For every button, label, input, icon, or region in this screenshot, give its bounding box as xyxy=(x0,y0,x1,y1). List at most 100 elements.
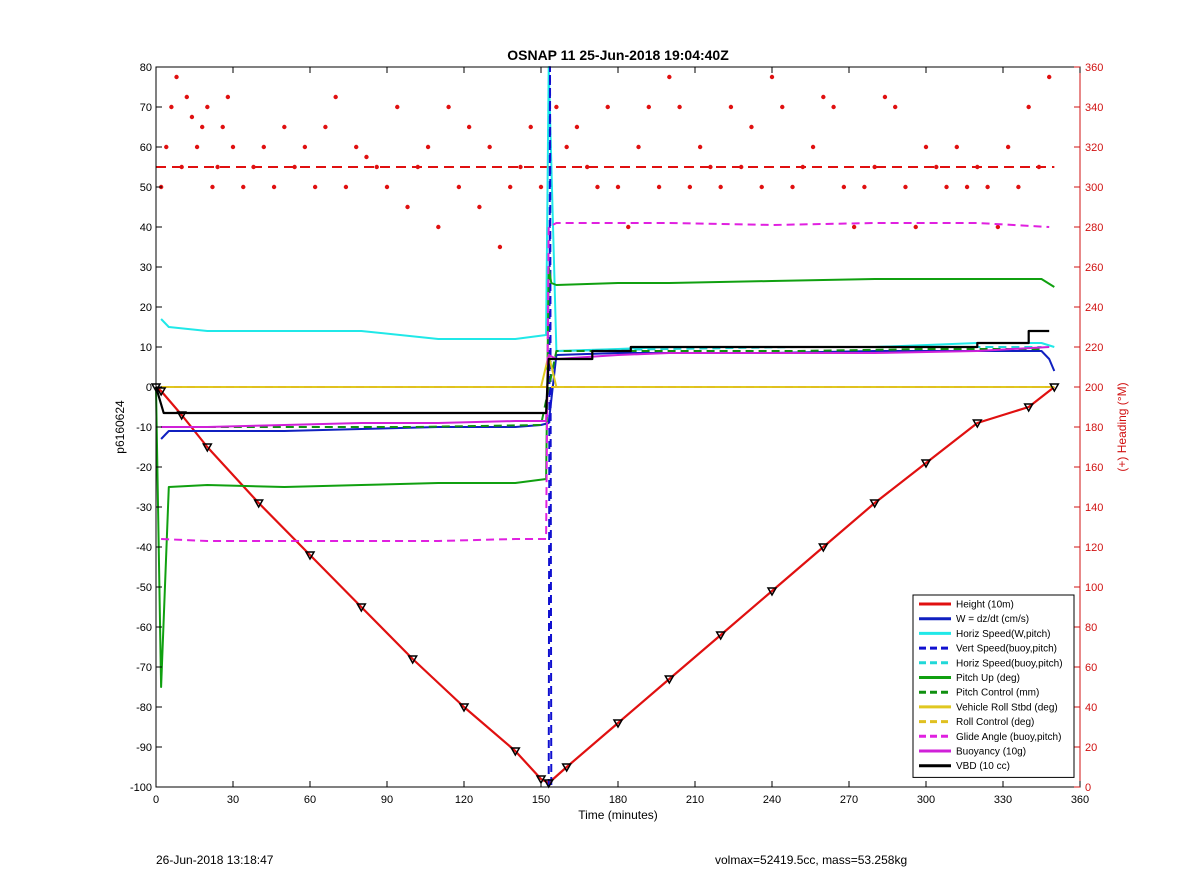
heading-point xyxy=(585,164,590,170)
heading-point xyxy=(205,104,210,110)
heading-point xyxy=(1047,74,1052,80)
x-tick-label: 60 xyxy=(304,794,316,806)
y-tick-label: -40 xyxy=(136,542,152,554)
x-tick-label: 240 xyxy=(763,794,781,806)
legend-entry: Horiz Speed(W,pitch) xyxy=(956,629,1050,640)
heading-point xyxy=(405,204,410,210)
heading-point xyxy=(538,184,544,190)
height-marker xyxy=(202,443,213,453)
heading-point xyxy=(508,184,513,190)
y-tick-label: 40 xyxy=(140,222,152,234)
heading-point xyxy=(230,144,236,150)
heading-point xyxy=(220,124,225,130)
heading-point xyxy=(851,224,857,230)
height-marker xyxy=(766,587,778,597)
heading-point xyxy=(251,164,256,170)
heading-point xyxy=(1005,144,1011,150)
heading-point xyxy=(564,144,569,150)
y2-tick-label: 0 xyxy=(1085,782,1091,794)
height-marker xyxy=(664,675,675,685)
heading-point xyxy=(636,144,641,150)
legend-entry: Roll Control (deg) xyxy=(956,717,1034,728)
heading-point xyxy=(656,184,662,190)
heading-point xyxy=(1016,184,1021,190)
y2-tick-label: 100 xyxy=(1085,582,1103,594)
heading-point xyxy=(677,104,682,110)
height-marker xyxy=(1023,403,1034,413)
heading-point xyxy=(769,74,775,80)
footer-info: volmax=52419.5cc, mass=53.258kg xyxy=(715,853,908,867)
y2-tick-label: 280 xyxy=(1085,222,1103,234)
legend-entry: Vert Speed(buoy,pitch) xyxy=(956,644,1057,655)
heading-point xyxy=(615,184,621,190)
heading-point xyxy=(333,94,338,100)
height-marker xyxy=(407,655,418,665)
series-line xyxy=(168,348,1042,428)
heading-point xyxy=(395,104,400,110)
y-tick-label: 60 xyxy=(140,142,152,154)
heading-point xyxy=(189,114,195,120)
y-tick-label: -60 xyxy=(136,622,152,634)
y2-tick-label: 240 xyxy=(1085,302,1103,314)
y-axis-label: p6160624 xyxy=(113,400,127,454)
y-tick-label: 20 xyxy=(140,302,152,314)
x-tick-label: 270 xyxy=(840,794,858,806)
heading-point xyxy=(708,164,713,170)
heading-point xyxy=(667,74,672,80)
y2-tick-label: 120 xyxy=(1085,542,1103,554)
heading-point xyxy=(425,144,431,150)
y2-tick-label: 320 xyxy=(1085,142,1103,154)
heading-point xyxy=(456,184,462,190)
y2-tick-label: 260 xyxy=(1085,262,1103,274)
heading-point xyxy=(739,164,744,170)
height-marker xyxy=(356,603,367,613)
heading-point xyxy=(215,164,220,170)
legend-box xyxy=(912,594,1075,778)
heading-point xyxy=(749,124,754,130)
heading-point xyxy=(728,104,734,110)
heading-point xyxy=(364,154,369,160)
series-line xyxy=(154,329,1050,415)
y2-axis-label: (+) Heading (°M) xyxy=(1115,382,1129,471)
height-marker xyxy=(253,499,264,509)
chart-title: OSNAP 11 25-Jun-2018 19:04:40Z xyxy=(507,47,729,63)
x-tick-label: 120 xyxy=(455,794,473,806)
heading-point xyxy=(261,144,266,150)
y-tick-label: 30 xyxy=(140,262,152,274)
legend-entry: Vehicle Roll Stbd (deg) xyxy=(956,702,1058,713)
heading-point xyxy=(944,184,949,190)
height-marker xyxy=(510,747,521,757)
heading-point xyxy=(446,104,451,110)
legend-entry: Pitch Control (mm) xyxy=(956,688,1039,699)
height-marker xyxy=(869,499,880,509)
heading-point xyxy=(282,124,287,130)
y-tick-label: -70 xyxy=(136,662,152,674)
heading-point xyxy=(477,204,482,210)
heading-point xyxy=(374,164,379,170)
heading-point xyxy=(872,164,877,170)
height-marker xyxy=(155,387,167,397)
heading-point xyxy=(384,184,390,190)
heading-point xyxy=(913,224,918,230)
x-tick-label: 210 xyxy=(686,794,704,806)
heading-point xyxy=(810,144,816,150)
y-tick-label: -90 xyxy=(136,742,152,754)
y2-tick-label: 220 xyxy=(1085,342,1103,354)
height-marker xyxy=(561,763,572,773)
heading-point xyxy=(975,164,980,170)
x-tick-label: 360 xyxy=(1071,794,1089,806)
heading-point xyxy=(954,144,959,150)
heading-point xyxy=(164,144,169,150)
heading-point xyxy=(271,184,277,190)
height-marker xyxy=(176,411,187,421)
heading-point xyxy=(528,124,533,130)
y2-tick-label: 80 xyxy=(1085,622,1097,634)
heading-point xyxy=(194,144,200,150)
series-line xyxy=(161,346,1050,428)
y2-tick-label: 60 xyxy=(1085,662,1097,674)
heading-point xyxy=(687,184,693,190)
height-marker xyxy=(818,543,829,553)
y-tick-label: -80 xyxy=(136,702,152,714)
height-marker xyxy=(920,459,932,469)
x-tick-label: 180 xyxy=(609,794,627,806)
